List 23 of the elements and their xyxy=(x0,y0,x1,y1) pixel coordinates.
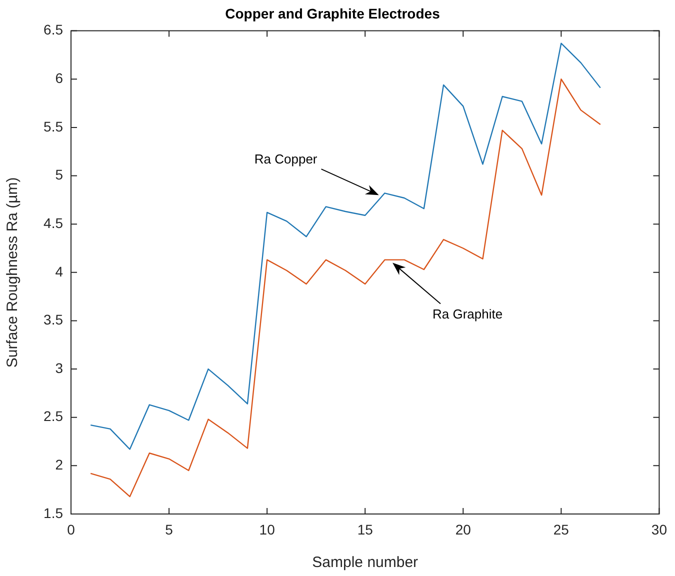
y-tick-label: 6.5 xyxy=(44,22,64,38)
y-tick-label: 5 xyxy=(55,166,64,183)
x-tick-label: 20 xyxy=(455,521,472,538)
y-tick-label: 1.5 xyxy=(44,504,64,521)
y-tick-label: 4 xyxy=(55,263,64,280)
chart-title: Copper and Graphite Electrodes xyxy=(225,5,440,22)
y-tick-label: 2 xyxy=(55,456,64,473)
annotation: Ra Copper xyxy=(254,152,318,167)
y-tick-label: 3 xyxy=(55,360,64,376)
y-tick-label: 5.5 xyxy=(44,118,64,134)
y-tick-label: 6 xyxy=(55,70,64,86)
y-tick-label: 4.5 xyxy=(44,214,64,231)
x-tick-label: 5 xyxy=(165,521,174,538)
y-axis-title: Surface Roughness Ra (µm) xyxy=(4,177,22,368)
x-tick-label: 30 xyxy=(651,521,668,538)
x-tick-label: 15 xyxy=(357,521,374,538)
y-tick-label: 3.5 xyxy=(44,312,64,328)
annotation: Ra Graphite xyxy=(432,306,503,322)
x-tick-label: 0 xyxy=(67,521,76,538)
x-tick-label: 25 xyxy=(553,521,570,538)
y-tick-label: 2.5 xyxy=(44,408,64,424)
x-tick-label: 10 xyxy=(259,521,276,538)
x-axis-title: Sample number xyxy=(312,554,418,572)
